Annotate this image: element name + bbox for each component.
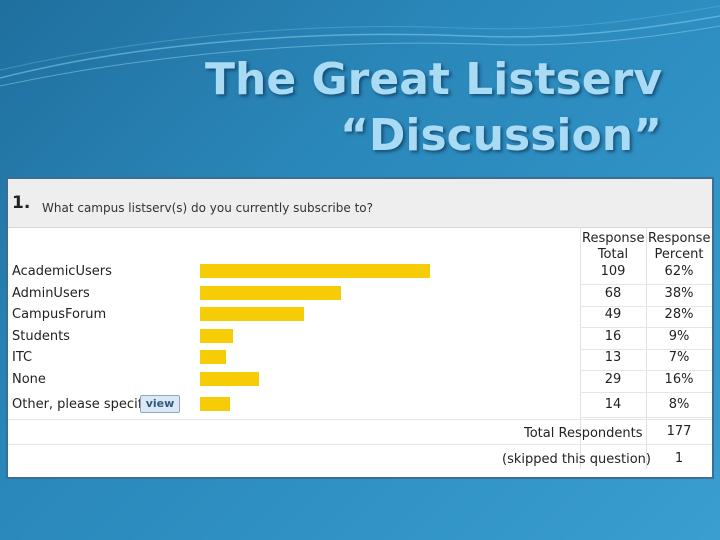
total-respondents-value: 177 bbox=[666, 424, 692, 439]
response-percent-value: 8% bbox=[668, 397, 690, 412]
response-percent-value: 9% bbox=[668, 329, 690, 344]
response-total-value: 109 bbox=[600, 264, 626, 279]
response-percent-value: 16% bbox=[664, 372, 694, 387]
row-divider bbox=[580, 327, 712, 328]
slide-title-line1: The Great Listserv bbox=[205, 54, 662, 105]
response-total-header: Response Total bbox=[582, 231, 645, 262]
row-label: AcademicUsers bbox=[12, 264, 112, 279]
response-percent-value: 7% bbox=[668, 350, 690, 365]
response-total-value: 49 bbox=[604, 307, 622, 322]
response-total-value: 16 bbox=[604, 329, 622, 344]
row-divider bbox=[580, 370, 712, 371]
row-label: Other, please specify bbox=[12, 397, 150, 412]
column-divider bbox=[646, 227, 647, 469]
row-label: Students bbox=[12, 329, 70, 344]
row-label: CampusForum bbox=[12, 307, 107, 322]
skipped-value: 1 bbox=[674, 451, 684, 466]
skipped-label: (skipped this question) bbox=[502, 452, 651, 467]
slide-title-line2: “Discussion” bbox=[339, 110, 662, 161]
response-total-value: 29 bbox=[604, 372, 622, 387]
question-text: What campus listserv(s) do you currently… bbox=[42, 201, 373, 215]
response-total-value: 13 bbox=[604, 350, 622, 365]
response-bar bbox=[200, 350, 226, 364]
row-divider bbox=[580, 284, 712, 285]
response-bar bbox=[200, 264, 430, 278]
response-total-value: 68 bbox=[604, 286, 622, 301]
row-divider bbox=[580, 392, 712, 393]
response-total-value: 14 bbox=[604, 397, 622, 412]
footer-divider bbox=[8, 419, 712, 420]
row-label: None bbox=[12, 372, 46, 387]
response-percent-header: Response Percent bbox=[648, 231, 711, 262]
row-divider bbox=[580, 306, 712, 307]
response-percent-value: 62% bbox=[664, 264, 694, 279]
response-bar bbox=[200, 329, 233, 343]
column-divider bbox=[580, 227, 581, 469]
row-label: ITC bbox=[12, 350, 33, 365]
total-respondents-label: Total Respondents bbox=[524, 426, 643, 441]
question-header: 1. What campus listserv(s) do you curren… bbox=[8, 179, 712, 228]
row-label: AdminUsers bbox=[12, 286, 90, 301]
footer-divider bbox=[8, 444, 712, 445]
row-divider bbox=[580, 417, 712, 418]
response-bar bbox=[200, 286, 341, 300]
response-bar bbox=[200, 397, 230, 411]
decorative-swoosh bbox=[0, 5, 720, 87]
response-percent-value: 38% bbox=[664, 286, 694, 301]
view-button[interactable]: view bbox=[140, 395, 180, 413]
response-bar bbox=[200, 307, 304, 321]
response-bar bbox=[200, 372, 259, 386]
question-number: 1. bbox=[12, 193, 31, 213]
slide-title: The Great Listserv “Discussion” bbox=[205, 52, 662, 164]
survey-results-panel: 1. What campus listserv(s) do you curren… bbox=[6, 177, 714, 479]
response-percent-value: 28% bbox=[664, 307, 694, 322]
row-divider bbox=[580, 349, 712, 350]
